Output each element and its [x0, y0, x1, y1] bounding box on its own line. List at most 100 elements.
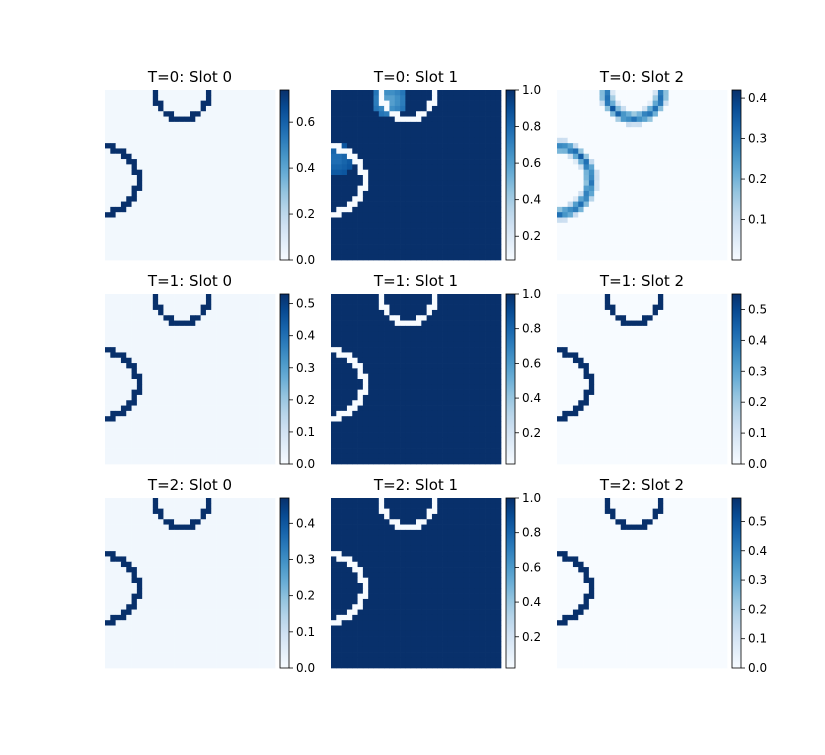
heatmap-cell — [400, 390, 406, 396]
heatmap-cell — [238, 212, 244, 218]
heatmap-cell — [453, 196, 459, 202]
heatmap-cell — [443, 331, 449, 337]
heatmap-cell — [110, 310, 116, 316]
heatmap-cell — [448, 342, 454, 348]
heatmap-cell — [631, 202, 637, 208]
heatmap-cell — [448, 148, 454, 154]
heatmap-cell — [637, 175, 643, 181]
heatmap-cell — [206, 453, 212, 459]
heatmap-cell — [490, 347, 496, 353]
heatmap-cell — [331, 164, 337, 170]
heatmap-cell — [700, 202, 706, 208]
heatmap-cell — [374, 347, 380, 353]
heatmap-cell — [126, 305, 132, 311]
heatmap-cell — [233, 191, 239, 197]
heatmap-cell — [405, 331, 411, 337]
heatmap-cell — [374, 180, 380, 186]
heatmap-cell — [610, 244, 616, 250]
heatmap-cell — [331, 406, 337, 412]
heatmap-cell — [722, 233, 728, 239]
heatmap-cell — [137, 175, 143, 181]
heatmap-cell — [448, 106, 454, 112]
heatmap-cell — [105, 207, 111, 213]
heatmap-cell — [132, 384, 138, 390]
heatmap-cell — [589, 239, 595, 245]
heatmap-cell — [653, 233, 659, 239]
heatmap-cell — [110, 358, 116, 364]
heatmap-cell — [158, 422, 164, 428]
heatmap-cell — [395, 90, 401, 96]
heatmap-cell — [421, 223, 427, 229]
heatmap-cell — [464, 207, 470, 213]
heatmap-cell — [105, 117, 111, 123]
heatmap-cell — [110, 239, 116, 245]
heatmap-cell — [248, 223, 254, 229]
heatmap-cell — [453, 390, 459, 396]
heatmap-cell — [626, 159, 632, 165]
heatmap-cell — [400, 294, 406, 300]
heatmap-cell — [584, 186, 590, 192]
heatmap-cell — [389, 202, 395, 208]
heatmap-cell — [211, 422, 217, 428]
heatmap-cell — [453, 170, 459, 176]
heatmap-cell — [706, 244, 712, 250]
heatmap-cell — [211, 411, 217, 417]
heatmap-cell — [270, 363, 276, 369]
heatmap-cell — [485, 191, 491, 197]
heatmap-cell — [600, 90, 606, 96]
heatmap-cell — [459, 164, 465, 170]
heatmap-cell — [490, 374, 496, 380]
heatmap-cell — [132, 331, 138, 337]
heatmap-cell — [233, 202, 239, 208]
heatmap-cell — [485, 122, 491, 128]
heatmap-cell — [578, 122, 584, 128]
heatmap-cell — [405, 223, 411, 229]
heatmap-cell — [190, 111, 196, 117]
heatmap-cell — [663, 191, 669, 197]
heatmap-cell — [379, 202, 385, 208]
heatmap-cell — [474, 395, 480, 401]
heatmap-cell — [389, 117, 395, 123]
heatmap-cell — [110, 321, 116, 327]
heatmap-cell — [464, 315, 470, 321]
heatmap-cell — [395, 154, 401, 160]
heatmap-cell — [674, 127, 680, 133]
heatmap-cell — [711, 175, 717, 181]
heatmap-cell — [137, 363, 143, 369]
heatmap-cell — [195, 337, 201, 343]
heatmap-cell — [722, 191, 728, 197]
heatmap-cell — [610, 122, 616, 128]
heatmap-cell — [459, 384, 465, 390]
heatmap-cell — [331, 299, 337, 305]
heatmap-cell — [336, 164, 342, 170]
heatmap-cell — [126, 218, 132, 224]
heatmap-cell — [352, 228, 358, 234]
heatmap-cell — [421, 422, 427, 428]
heatmap-cell — [233, 395, 239, 401]
heatmap-cell — [464, 384, 470, 390]
heatmap-cell — [700, 117, 706, 123]
heatmap-cell — [716, 122, 722, 128]
heatmap-cell — [722, 148, 728, 154]
heatmap-cell — [142, 233, 148, 239]
heatmap-cell — [259, 352, 265, 358]
heatmap-cell — [610, 127, 616, 133]
heatmap-cell — [254, 390, 260, 396]
heatmap-cell — [270, 347, 276, 353]
heatmap-cell — [568, 249, 574, 255]
heatmap-cell — [480, 122, 486, 128]
heatmap-cell — [400, 374, 406, 380]
heatmap-cell — [722, 90, 728, 96]
heatmap-cell — [222, 422, 228, 428]
heatmap-cell — [169, 294, 175, 300]
heatmap-cell — [416, 331, 422, 337]
heatmap-cell — [126, 207, 132, 213]
heatmap-cell — [578, 117, 584, 123]
heatmap-cell — [243, 228, 249, 234]
heatmap-cell — [368, 218, 374, 224]
heatmap-cell — [264, 400, 270, 406]
heatmap-cell — [222, 299, 228, 305]
heatmap-cell — [352, 315, 358, 321]
heatmap-cell — [110, 138, 116, 144]
heatmap-cell — [342, 347, 348, 353]
